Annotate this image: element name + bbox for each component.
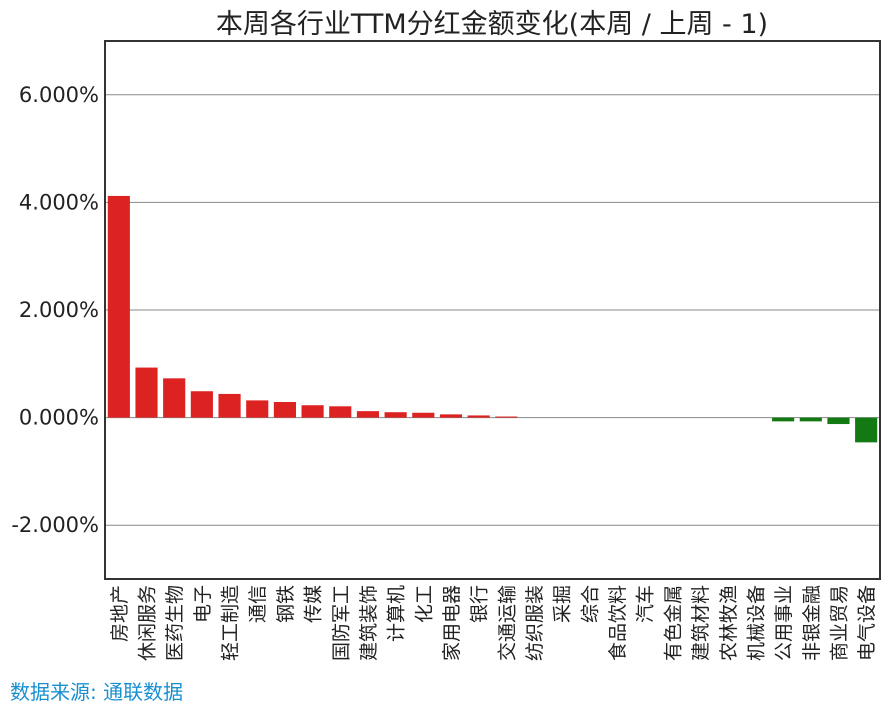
bar-非银金融 [799, 417, 822, 422]
bar-商业贸易 [827, 417, 850, 425]
y-tick-label: -2.000% [11, 513, 99, 537]
bar-电子 [190, 391, 213, 418]
x-tick-label: 纺织服装 [524, 585, 546, 661]
gridlines [105, 94, 880, 526]
x-tick-label: 建筑材料 [690, 585, 712, 661]
y-tick-label: 0.000% [19, 406, 99, 430]
bar-银行 [467, 415, 490, 418]
x-tick-label: 机械设备 [745, 585, 767, 661]
x-tick-label: 化工 [413, 585, 435, 623]
bar-医药生物 [163, 378, 186, 418]
bar-通信 [246, 400, 269, 418]
bar-建筑装饰 [356, 411, 380, 418]
bar-休闲服务 [135, 367, 158, 418]
x-tick-label: 综合 [579, 585, 601, 623]
bar-钢铁 [273, 401, 296, 418]
y-tick-label: 2.000% [19, 298, 99, 322]
bar-房地产 [107, 195, 130, 418]
bar-公用事业 [772, 417, 795, 422]
data-source-label: 数据来源: 通联数据 [10, 680, 184, 704]
x-tick-label: 计算机 [386, 585, 408, 642]
bar-国防军工 [329, 406, 352, 418]
x-tick-label: 建筑装饰 [358, 585, 380, 661]
x-tick-label: 钢铁 [275, 585, 297, 623]
x-tick-label: 电子 [192, 585, 214, 623]
x-tick-label: 国防军工 [330, 585, 352, 661]
x-tick-label: 休闲服务 [137, 585, 159, 661]
x-tick-label: 非银金融 [801, 585, 823, 661]
x-tick-label: 电气设备 [856, 585, 878, 661]
chart-title: 本周各行业TTM分红金额变化(本周 / 上周 - 1) [216, 9, 768, 40]
x-tick-label: 汽车 [635, 585, 657, 623]
x-tick-label: 传媒 [303, 585, 325, 623]
plot-frame [104, 40, 881, 580]
x-tick-label: 有色金属 [662, 585, 684, 661]
x-tick-label: 医药生物 [164, 585, 186, 661]
bar-轻工制造 [218, 393, 241, 418]
bar-家用电器 [439, 414, 463, 418]
x-tick-label: 农林牧渔 [718, 585, 740, 661]
x-axis-ticks: 房地产 休闲服务 医药生物 电子 轻工制造 通信 钢铁 传媒 国防军工 建筑装饰 计算机 化工 家用电器… [109, 585, 878, 661]
bar-化工 [412, 412, 435, 418]
x-tick-label: 公用事业 [773, 585, 795, 661]
x-tick-label: 房地产 [109, 585, 131, 642]
x-tick-label: 通信 [247, 585, 269, 623]
bar-交通运输 [495, 416, 518, 418]
x-tick-label: 交通运输 [496, 585, 518, 661]
y-tick-label: 6.000% [19, 83, 99, 107]
x-tick-label: 商业贸易 [828, 585, 850, 661]
bar-电气设备 [855, 417, 878, 443]
y-axis-ticks: -2.000% 0.000% 2.000% 4.000% 6.000% [11, 83, 99, 537]
x-tick-label: 银行 [469, 585, 491, 623]
x-tick-label: 家用电器 [441, 585, 463, 661]
x-tick-label: 轻工制造 [220, 585, 242, 661]
y-tick-label: 4.000% [19, 190, 99, 214]
bar-计算机 [384, 412, 407, 418]
bar-传媒 [301, 405, 324, 418]
x-tick-label: 食品饮料 [607, 585, 629, 661]
bars [107, 195, 878, 443]
x-tick-label: 采掘 [552, 585, 574, 623]
